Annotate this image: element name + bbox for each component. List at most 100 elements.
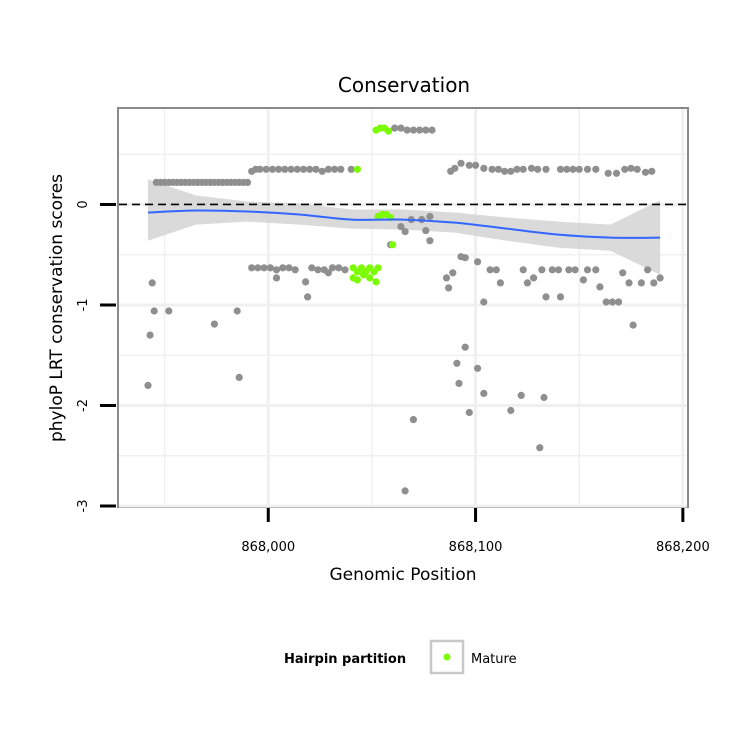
conservation-point [565, 266, 573, 274]
mature-point [389, 241, 397, 249]
conservation-point [422, 126, 430, 134]
mature-point [360, 271, 368, 279]
conservation-point [304, 293, 312, 301]
y-axis-label: phyloP LRT conservation scores [47, 174, 67, 442]
conservation-point [556, 165, 565, 173]
conservation-point [488, 165, 496, 173]
conservation-point [272, 274, 281, 282]
conservation-point [621, 165, 629, 173]
conservation-point [519, 266, 527, 274]
x-axis-label: Genomic Position [329, 565, 476, 585]
conservation-point [513, 165, 521, 173]
conservation-point [523, 279, 532, 287]
conservation-point [291, 266, 299, 274]
conservation-point [281, 165, 289, 173]
conservation-point [403, 126, 411, 134]
conservation-point [397, 124, 405, 132]
legend-key-mature [443, 653, 451, 661]
conservation-point [480, 164, 488, 172]
conservation-point [347, 165, 355, 173]
conservation-point [480, 298, 488, 306]
conservation-point [422, 227, 430, 235]
conservation-point [254, 264, 262, 272]
conservation-point [409, 126, 417, 134]
conservation-point [308, 264, 316, 272]
legend-key-box [429, 639, 465, 675]
conservation-point [650, 279, 658, 287]
conservation-point [266, 264, 274, 272]
conservation-point [312, 165, 320, 173]
conservation-point [625, 279, 633, 287]
conservation-point [293, 165, 301, 173]
conservation-point [474, 258, 482, 266]
conservation-point [287, 165, 295, 173]
conservation-point [637, 279, 646, 287]
conservation-point [492, 266, 500, 274]
conservation-point [401, 228, 409, 236]
conservation-point [426, 237, 434, 245]
conservation-point [641, 168, 650, 176]
conservation-point [527, 164, 536, 172]
conservation-point [612, 169, 621, 177]
trend-line-path [147, 209, 661, 239]
conservation-point [341, 266, 349, 274]
conservation-point [302, 278, 310, 286]
conservation-point [644, 266, 652, 274]
y-tick-label: 0 [76, 200, 91, 208]
mature-point [372, 278, 380, 286]
mature-point [366, 274, 374, 282]
conservation-point [248, 264, 256, 272]
y-axis: -3 -2 -1 0 [76, 200, 116, 512]
conservation-point [461, 343, 469, 351]
x-tick-label: 868,100 [449, 540, 503, 555]
conservation-point [548, 266, 556, 274]
conservation-point [534, 165, 542, 173]
conservation-point [596, 283, 604, 291]
conservation-point [629, 321, 637, 329]
conservation-point [144, 381, 152, 389]
conservation-point [517, 391, 525, 399]
conservation-point [299, 165, 308, 173]
conservation-point [604, 169, 612, 177]
conservation-point [540, 393, 548, 402]
conservation-point [465, 408, 473, 417]
conservation-point [331, 165, 339, 173]
x-tick-label: 868,000 [241, 540, 295, 555]
conservation-point [656, 274, 664, 282]
conservation-point [592, 266, 600, 274]
conservation-point [542, 293, 550, 301]
conservation-point [428, 126, 436, 134]
conservation-point [260, 264, 268, 272]
conservation-point [608, 298, 617, 306]
conservation-point [569, 165, 577, 173]
mature-point [384, 127, 393, 135]
conservation-point [579, 276, 588, 284]
conservation-point [542, 165, 550, 173]
conservation-point [409, 416, 417, 424]
conservation-point [536, 444, 544, 452]
conservation-point [401, 487, 409, 495]
conservation-point [243, 178, 252, 186]
plot-panel [117, 107, 689, 508]
conservation-point [335, 264, 343, 272]
conservation-point [397, 223, 405, 231]
conservation-point [150, 307, 158, 315]
conservation-point [233, 307, 241, 315]
conservation-point [165, 307, 173, 315]
conservation-point [285, 264, 293, 272]
conservation-point [563, 165, 571, 173]
conservation-point [416, 126, 424, 134]
conservation-point [474, 364, 482, 372]
conservation-point [501, 167, 509, 175]
conservation-point [210, 320, 218, 328]
conservation-point [461, 254, 469, 262]
legend-title: Hairpin partition [284, 652, 406, 667]
conservation-point [571, 266, 579, 274]
conservation-point [583, 165, 592, 173]
conservation-point [235, 373, 243, 381]
conservation-point [442, 274, 451, 282]
conservation-point [391, 124, 399, 132]
conservation-point [426, 212, 434, 221]
conservation-point [275, 165, 283, 173]
